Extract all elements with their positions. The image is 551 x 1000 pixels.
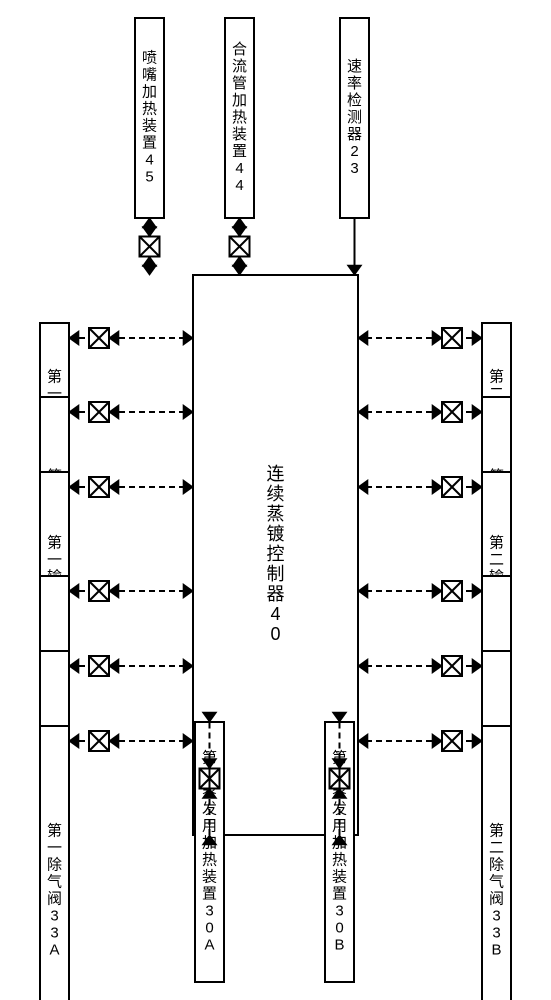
svg-text:第: 第 [489, 533, 504, 551]
svg-text:器: 器 [347, 126, 362, 143]
svg-text:置: 置 [142, 134, 157, 151]
svg-text:二: 二 [489, 839, 504, 856]
svg-text:蒸: 蒸 [267, 504, 285, 524]
svg-text:连: 连 [267, 464, 285, 484]
svg-text:除: 除 [489, 856, 504, 873]
svg-text:合: 合 [232, 41, 247, 58]
svg-text:装: 装 [232, 126, 247, 143]
svg-text:A: A [204, 936, 214, 953]
svg-text:管: 管 [232, 75, 247, 92]
svg-text:3: 3 [50, 924, 58, 941]
svg-text:装: 装 [202, 868, 217, 885]
svg-text:3: 3 [205, 902, 213, 919]
svg-text:0: 0 [205, 919, 213, 936]
svg-text:流: 流 [232, 58, 247, 75]
svg-text:第: 第 [47, 533, 62, 551]
svg-text:测: 测 [347, 109, 362, 126]
svg-text:率: 率 [347, 75, 362, 92]
svg-text:热: 热 [202, 851, 217, 868]
svg-text:一: 一 [47, 839, 62, 856]
svg-text:3: 3 [335, 902, 343, 919]
svg-text:第: 第 [489, 367, 504, 385]
svg-text:A: A [49, 941, 59, 958]
svg-text:4: 4 [270, 604, 280, 624]
svg-text:B: B [491, 941, 501, 958]
svg-text:器: 器 [267, 584, 285, 604]
svg-text:气: 气 [47, 873, 62, 890]
svg-text:热: 热 [332, 851, 347, 868]
svg-text:置: 置 [202, 885, 217, 902]
svg-text:嘴: 嘴 [142, 66, 157, 83]
svg-text:热: 热 [142, 100, 157, 117]
svg-text:气: 气 [489, 873, 504, 890]
svg-text:置: 置 [232, 143, 247, 160]
svg-text:3: 3 [492, 924, 500, 941]
svg-text:二: 二 [489, 551, 504, 568]
svg-text:喷: 喷 [142, 49, 157, 66]
svg-text:5: 5 [145, 168, 153, 185]
svg-text:控: 控 [267, 544, 285, 564]
svg-text:3: 3 [350, 160, 358, 177]
svg-text:装: 装 [142, 117, 157, 134]
svg-text:0: 0 [270, 624, 280, 644]
svg-text:制: 制 [267, 564, 285, 584]
svg-text:0: 0 [335, 919, 343, 936]
svg-text:速: 速 [347, 58, 362, 75]
svg-text:阀: 阀 [47, 890, 62, 907]
svg-text:4: 4 [145, 151, 153, 168]
svg-text:第: 第 [489, 821, 504, 839]
svg-text:热: 热 [232, 109, 247, 126]
svg-text:第: 第 [47, 367, 62, 385]
svg-text:续: 续 [267, 484, 285, 504]
svg-text:4: 4 [235, 177, 243, 194]
svg-text:置: 置 [332, 885, 347, 902]
svg-text:检: 检 [347, 92, 362, 109]
svg-text:加: 加 [142, 83, 157, 100]
svg-text:镀: 镀 [267, 524, 285, 544]
svg-text:3: 3 [50, 907, 58, 924]
svg-text:除: 除 [47, 856, 62, 873]
svg-text:阀: 阀 [489, 890, 504, 907]
svg-text:B: B [334, 936, 344, 953]
svg-text:装: 装 [332, 868, 347, 885]
svg-text:4: 4 [235, 160, 243, 177]
svg-text:3: 3 [492, 907, 500, 924]
svg-text:2: 2 [350, 143, 358, 160]
svg-text:一: 一 [47, 551, 62, 568]
svg-text:第: 第 [47, 821, 62, 839]
svg-text:加: 加 [232, 92, 247, 109]
